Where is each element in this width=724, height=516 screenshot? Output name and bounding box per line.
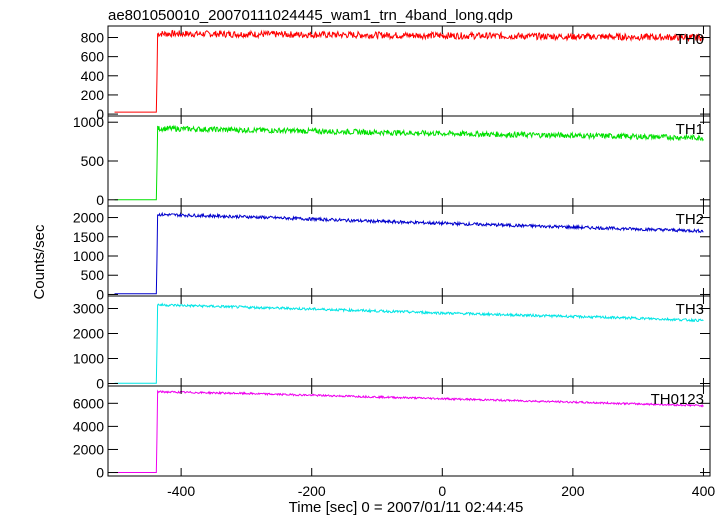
y-tick-label: 0: [96, 286, 104, 302]
x-tick-label: -400: [167, 483, 195, 499]
series-label-th2: TH2: [676, 211, 704, 228]
series-label-th3: TH3: [676, 301, 704, 318]
panel-frame: [107, 205, 711, 297]
y-tick-label: 0: [96, 376, 104, 392]
panel-th0123: 0 2000 4000 6000 TH0123: [73, 385, 711, 481]
x-tick-label: 400: [692, 483, 716, 499]
y-tick-label: 0: [96, 465, 104, 481]
series-line-th0123: [114, 389, 704, 474]
x-tick-label: 0: [438, 483, 446, 499]
series-label-th1: TH1: [676, 121, 704, 138]
y-tick-label: 2000: [73, 441, 104, 457]
panel-frame: [107, 25, 711, 117]
series-label-th0123: TH0123: [651, 391, 704, 408]
y-tick-label: 1000: [73, 248, 104, 264]
panels-group: 0 200 400 600 800 TH0 0 500 1000 TH1 0 500 1000 1500 2…: [73, 25, 716, 499]
y-tick-label: 6000: [73, 395, 104, 411]
y-tick-label: 500: [81, 153, 105, 169]
panel-th0: 0 200 400 600 800 TH0: [81, 25, 711, 122]
y-tick-label: 500: [81, 267, 105, 283]
y-tick-label: 3000: [73, 301, 104, 317]
x-tick-label: -200: [298, 483, 326, 499]
panel-th3: 0 1000 2000 3000 TH3: [73, 295, 711, 392]
x-tick-label: 200: [561, 483, 585, 499]
series-label-th0: TH0: [676, 31, 704, 48]
panel-frame: [107, 385, 711, 477]
y-tick-label: 800: [81, 29, 105, 45]
y-tick-label: 4000: [73, 418, 104, 434]
y-tick-label: 1000: [73, 114, 104, 130]
chart-title: ae801050010_20070111024445_wam1_trn_4ban…: [108, 7, 513, 24]
series-line-th3: [114, 302, 704, 384]
series-line-th0: [114, 29, 704, 113]
panel-frame: [107, 115, 711, 207]
y-tick-label: 1000: [73, 351, 104, 367]
series-line-th1: [114, 124, 704, 201]
panel-th2: 0 500 1000 1500 2000 TH2: [73, 205, 711, 302]
panel-frame: [107, 295, 711, 387]
y-tick-label: 2000: [73, 326, 104, 342]
y-tick-label: 0: [96, 192, 104, 208]
y-tick-label: 1500: [73, 229, 104, 245]
y-tick-label: 0: [96, 106, 104, 122]
y-tick-label: 600: [81, 49, 105, 65]
y-axis-label: Counts/sec: [31, 224, 48, 300]
y-tick-label: 2000: [73, 210, 104, 226]
x-axis-label: Time [sec] 0 = 2007/01/11 02:44:45: [289, 499, 524, 516]
y-tick-label: 200: [81, 87, 105, 103]
y-tick-label: 400: [81, 68, 105, 84]
series-line-th2: [114, 211, 704, 295]
panel-th1: 0 500 1000 TH1: [73, 114, 711, 208]
